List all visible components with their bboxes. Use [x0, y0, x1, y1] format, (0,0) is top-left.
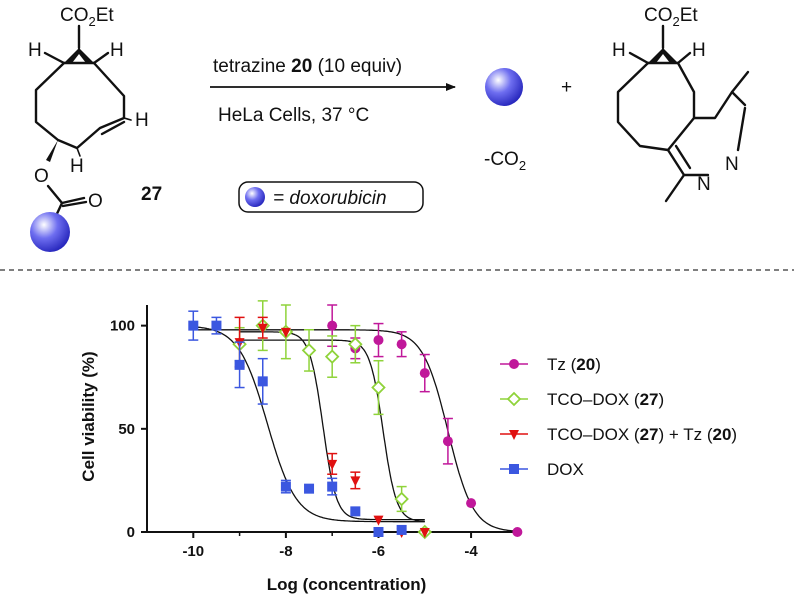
data-point: [348, 336, 363, 352]
x-tick-label: -4: [464, 543, 478, 560]
doxorubicin-legend-text: = doxorubicin: [273, 188, 387, 209]
released-doxorubicin-sphere: [485, 68, 523, 106]
data-point: [257, 376, 268, 387]
data-point: [280, 327, 291, 338]
h-atom-4: H: [70, 156, 84, 177]
h-atom-3: H: [135, 110, 149, 131]
data-point: [466, 498, 477, 509]
reaction-scheme: CO2Et H H H H O O 27 tetrazine: [28, 5, 750, 252]
o-atom-carbonyl: O: [88, 191, 103, 212]
data-point: [394, 491, 409, 507]
data-point: [327, 459, 338, 470]
legend-label: TCO–DOX (27) + Tz (20): [547, 425, 737, 444]
y-tick-label: 100: [110, 318, 135, 335]
legend-label: TCO–DOX (27): [547, 390, 664, 409]
legend-item: TCO–DOX (27) + Tz (20): [500, 425, 737, 444]
reagent-label: tetrazine 20 (10 equiv): [213, 56, 402, 77]
ester-label-left: CO2Et: [60, 5, 114, 29]
data-point: [371, 380, 386, 395]
legend-item: DOX: [500, 460, 584, 479]
chart-axes: -10 -8 -6 -4 0 50 100: [110, 305, 522, 560]
legend-item: Tz (20): [500, 355, 601, 374]
n-atom-1: N: [725, 154, 739, 175]
x-tick-label: -6: [372, 543, 385, 560]
o-atom-ether: O: [34, 166, 49, 187]
ester-label-right: CO2Et: [644, 5, 698, 29]
data-point: [188, 320, 199, 331]
data-point: [211, 320, 222, 331]
data-point: [257, 323, 268, 334]
data-point: [234, 359, 245, 370]
y-axis-label: Cell viability (%): [79, 351, 98, 481]
data-point: [419, 368, 430, 379]
data-point: [304, 483, 315, 494]
y-tick-label: 0: [127, 524, 135, 541]
n-atom-2: N: [697, 174, 711, 195]
plus-sign: +: [561, 77, 572, 98]
product-structure: CO2Et H H N N: [612, 5, 750, 203]
data-point: [419, 528, 430, 538]
data-point: [373, 515, 384, 526]
compound-27-structure: CO2Et H H H H O O 27: [28, 5, 162, 252]
data-point: [324, 349, 340, 364]
data-point: [350, 506, 361, 517]
co2-byproduct-label: -CO2: [484, 149, 526, 173]
data-points: [188, 300, 523, 540]
legend-marker: [509, 359, 519, 369]
legend-item: TCO–DOX (27): [500, 390, 664, 409]
legend-label: DOX: [547, 460, 584, 479]
doxorubicin-legend-sphere: [245, 187, 265, 207]
data-point: [442, 436, 453, 447]
data-point: [327, 320, 338, 331]
legend-label: Tz (20): [547, 355, 601, 374]
doxorubicin-legend-box: = doxorubicin: [238, 181, 424, 213]
x-axis-label: Log (concentration): [267, 575, 427, 594]
legend-marker: [509, 464, 519, 474]
data-point: [373, 527, 384, 537]
y-tick-label: 50: [118, 421, 135, 438]
legend-marker: [509, 430, 519, 440]
data-point: [350, 476, 361, 487]
chart-legend: Tz (20) TCO–DOX (27) TCO–DOX (27) + Tz (20…: [500, 355, 737, 479]
doxorubicin-sphere-27: [30, 212, 70, 252]
x-tick-label: -8: [279, 543, 292, 560]
viability-chart: Cell viability (%) Log (concentration) -…: [79, 300, 737, 594]
h-atom-6: H: [692, 40, 706, 61]
legend-marker: [506, 391, 522, 407]
data-point: [396, 339, 407, 350]
data-point: [301, 343, 317, 358]
conditions-label: HeLa Cells, 37 °C: [218, 105, 369, 126]
data-point: [280, 481, 291, 492]
reaction-arrow-group: tetrazine 20 (10 equiv) HeLa Cells, 37 °…: [210, 56, 456, 126]
data-point: [396, 524, 407, 535]
fit-curve: [193, 326, 425, 523]
data-point: [373, 335, 384, 346]
h-atom-1: H: [28, 40, 42, 61]
h-atom-2: H: [110, 40, 124, 61]
data-point: [327, 481, 338, 492]
data-point: [512, 527, 523, 537]
x-tick-label: -10: [182, 543, 204, 560]
compound-27-label: 27: [141, 184, 162, 205]
h-atom-5: H: [612, 40, 626, 61]
